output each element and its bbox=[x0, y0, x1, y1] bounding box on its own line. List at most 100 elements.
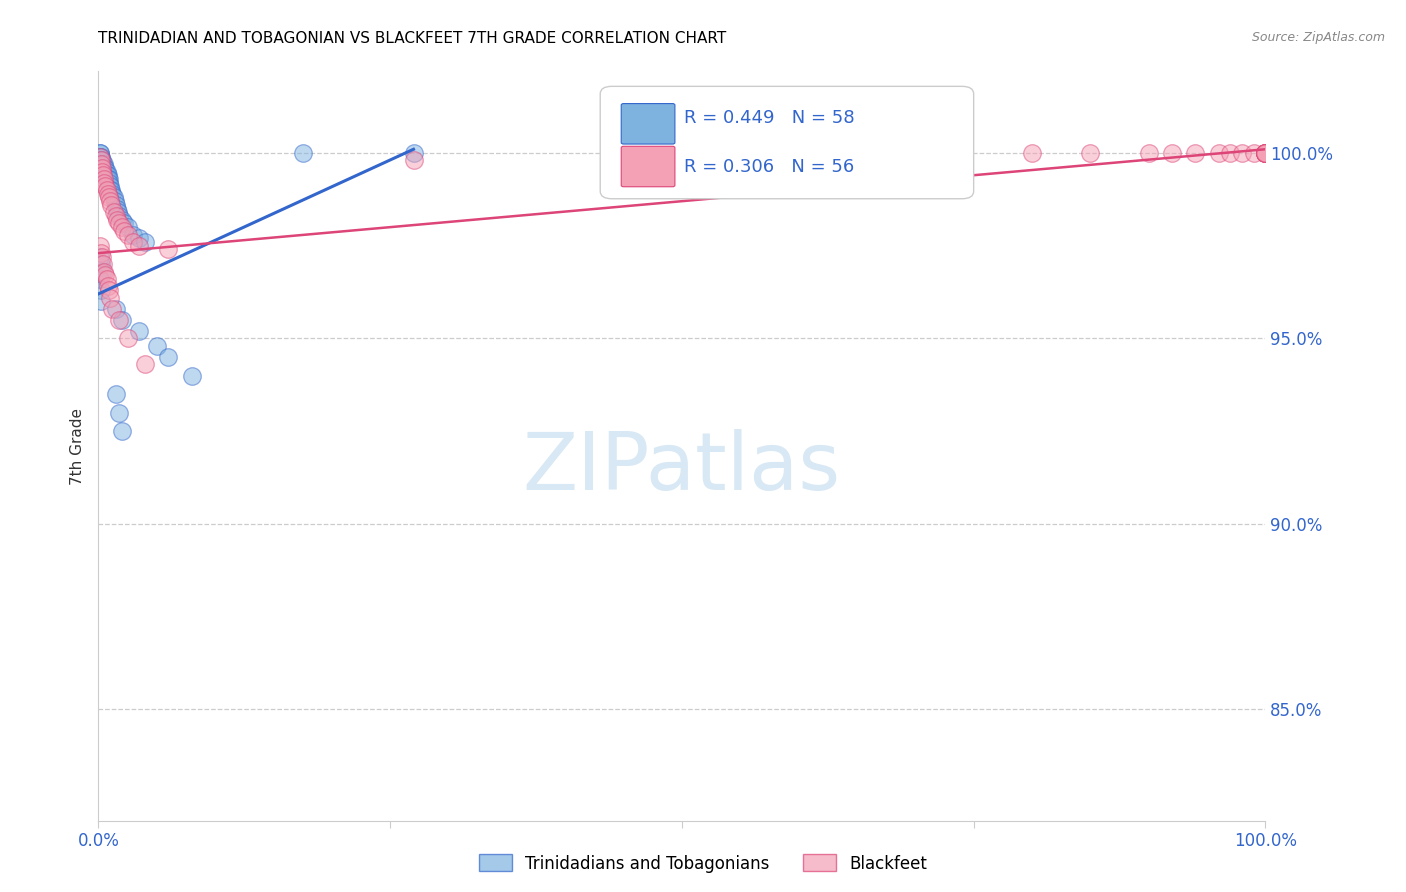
Point bbox=[98, 194, 121, 209]
Point bbox=[117, 220, 139, 235]
Point bbox=[1080, 145, 1102, 160]
Point bbox=[89, 238, 111, 252]
Point bbox=[122, 235, 145, 249]
Point bbox=[108, 406, 131, 420]
Text: R = 0.449   N = 58: R = 0.449 N = 58 bbox=[685, 109, 855, 127]
Point bbox=[105, 202, 128, 216]
Point bbox=[89, 145, 111, 160]
Text: ZIPatlas: ZIPatlas bbox=[523, 429, 841, 508]
FancyBboxPatch shape bbox=[600, 87, 973, 199]
Point bbox=[112, 216, 135, 230]
Point bbox=[90, 157, 112, 171]
Point bbox=[91, 161, 114, 175]
Text: R = 0.306   N = 56: R = 0.306 N = 56 bbox=[685, 158, 855, 176]
Point bbox=[93, 176, 115, 190]
Point bbox=[104, 301, 127, 316]
Point bbox=[90, 164, 112, 178]
Point bbox=[104, 194, 127, 209]
Point bbox=[1254, 145, 1277, 160]
Point bbox=[97, 190, 120, 204]
Point bbox=[111, 220, 134, 235]
Point bbox=[1254, 145, 1277, 160]
Point bbox=[93, 157, 115, 171]
Point bbox=[180, 368, 202, 383]
Point bbox=[93, 164, 115, 178]
Point bbox=[100, 198, 122, 212]
Point bbox=[1254, 145, 1277, 160]
Point bbox=[93, 172, 115, 186]
Point bbox=[103, 190, 125, 204]
Point bbox=[90, 161, 112, 175]
Point bbox=[97, 176, 120, 190]
Point bbox=[89, 150, 111, 164]
Point bbox=[104, 387, 127, 401]
Point bbox=[101, 301, 124, 316]
Point bbox=[134, 358, 156, 372]
Point bbox=[103, 205, 125, 219]
Point bbox=[128, 231, 150, 245]
Point bbox=[90, 153, 112, 168]
Point bbox=[134, 235, 156, 249]
Point bbox=[111, 424, 134, 438]
Point bbox=[97, 172, 120, 186]
Text: Source: ZipAtlas.com: Source: ZipAtlas.com bbox=[1251, 31, 1385, 45]
Legend: Trinidadians and Tobagonians, Blackfeet: Trinidadians and Tobagonians, Blackfeet bbox=[472, 847, 934, 880]
Point bbox=[96, 272, 118, 286]
Point bbox=[93, 265, 115, 279]
Point bbox=[107, 205, 129, 219]
Point bbox=[111, 212, 134, 227]
Point bbox=[96, 172, 118, 186]
Point bbox=[1021, 145, 1043, 160]
Point bbox=[94, 161, 117, 175]
Point bbox=[402, 153, 425, 168]
Point bbox=[90, 294, 112, 309]
Point bbox=[97, 168, 120, 182]
Point bbox=[108, 209, 131, 223]
Point bbox=[1219, 145, 1241, 160]
Point bbox=[91, 164, 114, 178]
Point bbox=[846, 145, 869, 160]
Point bbox=[111, 313, 134, 327]
Point bbox=[291, 145, 314, 160]
Point bbox=[157, 243, 180, 257]
Point bbox=[90, 164, 112, 178]
Point bbox=[117, 227, 139, 242]
Point bbox=[112, 224, 135, 238]
Point bbox=[402, 145, 425, 160]
Point bbox=[91, 157, 114, 171]
Point bbox=[90, 157, 112, 171]
Point bbox=[117, 331, 139, 345]
Point bbox=[146, 339, 169, 353]
Point bbox=[1254, 145, 1277, 160]
Point bbox=[96, 164, 118, 178]
Point bbox=[97, 279, 120, 293]
Point bbox=[90, 250, 112, 264]
Point bbox=[98, 179, 121, 194]
Point bbox=[1161, 145, 1184, 160]
Point bbox=[91, 257, 114, 271]
Point bbox=[100, 183, 122, 197]
Point bbox=[89, 145, 111, 160]
FancyBboxPatch shape bbox=[621, 146, 675, 186]
Point bbox=[90, 265, 112, 279]
Point bbox=[97, 186, 120, 201]
Point bbox=[91, 168, 114, 182]
Point bbox=[157, 350, 180, 364]
Point bbox=[94, 268, 117, 283]
Point bbox=[104, 209, 127, 223]
Point bbox=[96, 168, 118, 182]
Point bbox=[1254, 145, 1277, 160]
Point bbox=[93, 161, 115, 175]
Point bbox=[90, 150, 112, 164]
Point bbox=[90, 153, 112, 168]
Point bbox=[1243, 145, 1265, 160]
Point bbox=[128, 324, 150, 338]
Point bbox=[90, 157, 112, 171]
Point bbox=[89, 250, 111, 264]
Point bbox=[128, 238, 150, 252]
Point bbox=[90, 257, 112, 271]
Point bbox=[108, 313, 131, 327]
Y-axis label: 7th Grade: 7th Grade bbox=[70, 408, 86, 484]
Point bbox=[104, 198, 127, 212]
Point bbox=[108, 216, 131, 230]
